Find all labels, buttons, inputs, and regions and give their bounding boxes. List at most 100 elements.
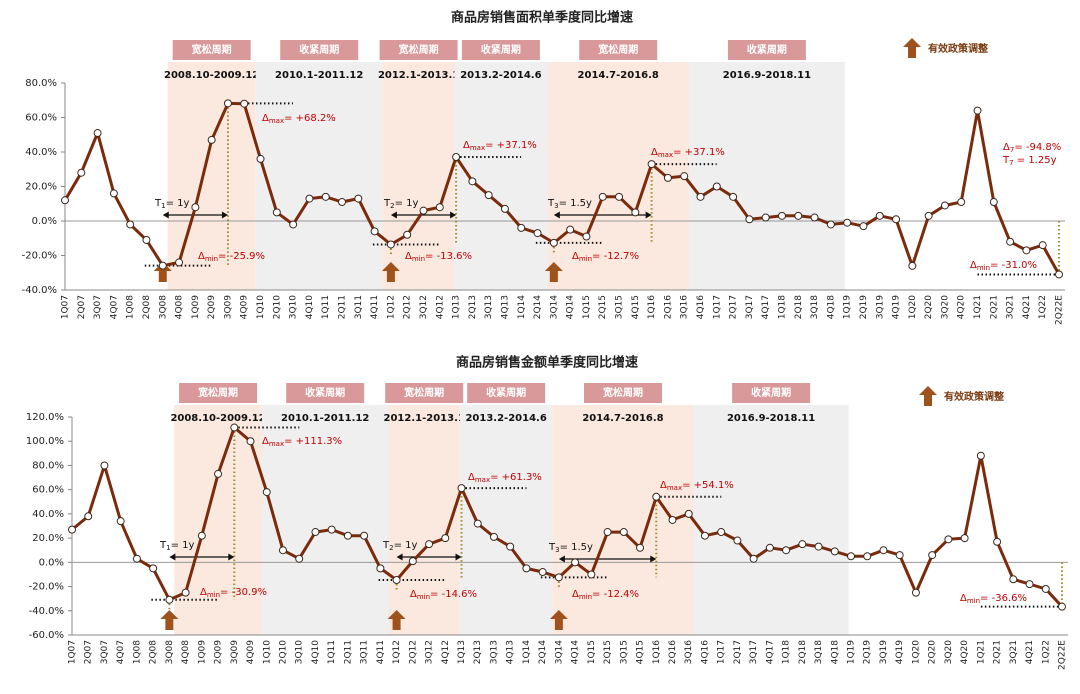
- annotation: Δmax= +37.1%: [651, 147, 725, 159]
- data-point: [944, 535, 953, 544]
- annotation-sub: max: [269, 440, 284, 448]
- x-tick-label: 2Q15: [598, 295, 608, 319]
- data-point: [468, 177, 477, 186]
- data-point: [631, 208, 640, 217]
- annotation-symbol: T: [1002, 155, 1010, 166]
- x-tick-label: 4Q18: [826, 295, 836, 320]
- data-point: [272, 208, 281, 217]
- period-label-box: [583, 383, 662, 403]
- data-point: [452, 153, 461, 162]
- period-band: [689, 62, 845, 290]
- data-point: [441, 534, 450, 543]
- period-label: 收紧周期: [299, 43, 339, 56]
- annotation: Δmin= -12.7%: [572, 251, 639, 263]
- x-tick-label: 2Q15: [603, 640, 613, 664]
- annotation-text: = -12.4%: [592, 589, 639, 600]
- data-point: [181, 588, 190, 597]
- x-tick-label: 1Q18: [777, 295, 787, 320]
- policy-arrow: [919, 386, 937, 406]
- data-point: [278, 546, 287, 555]
- annotation: T3= 1.5y: [547, 198, 592, 210]
- data-point: [663, 173, 672, 182]
- x-tick-label: 1Q17: [712, 295, 722, 319]
- x-tick-label: 2Q13: [468, 295, 478, 319]
- x-tick-label: 3Q14: [554, 640, 564, 665]
- x-tick-label: 3Q09: [223, 295, 233, 320]
- annotation: T1= 1y: [159, 540, 194, 552]
- x-tick-label: 3Q09: [230, 640, 240, 665]
- annotation-text: = +68.2%: [284, 113, 336, 124]
- x-tick-label: 3Q19: [879, 640, 889, 665]
- data-point: [533, 229, 542, 238]
- annotation: T3= 1.5y: [548, 542, 593, 554]
- data-point: [175, 258, 184, 267]
- annotation: Δmin= -36.6%: [960, 593, 1027, 605]
- annotation-sub: max: [269, 117, 284, 125]
- data-point: [668, 515, 677, 524]
- annotation: Δmin= -14.6%: [410, 589, 477, 601]
- x-tick-label: 4Q14: [571, 640, 581, 665]
- x-tick-label: 1Q08: [132, 640, 142, 665]
- data-point: [132, 554, 141, 563]
- data-point: [484, 191, 493, 200]
- data-point: [109, 189, 118, 198]
- data-point: [924, 211, 933, 220]
- data-point: [214, 469, 223, 478]
- annotation-sub: min: [977, 264, 990, 272]
- x-tick-label: 1Q21: [973, 295, 983, 319]
- period-range: 2016.9-2018.11: [727, 413, 815, 424]
- x-tick-label: 1Q09: [197, 640, 207, 665]
- annotation-text: = -12.7%: [592, 251, 639, 262]
- period-label-box: [579, 40, 658, 60]
- x-tick-label: 3Q19: [875, 295, 885, 320]
- data-point: [354, 194, 363, 203]
- data-point: [1022, 246, 1031, 255]
- data-point: [859, 222, 868, 231]
- period-range: 2008.10-2009.12: [164, 70, 259, 81]
- period-label: 宽松周期: [191, 43, 232, 56]
- x-tick-label: 3Q12: [419, 295, 429, 319]
- x-tick-label: 1Q22: [1038, 295, 1048, 319]
- x-tick-label: 2Q12: [403, 295, 413, 319]
- data-point: [262, 488, 271, 497]
- data-point: [879, 546, 888, 555]
- period-range: 2016.9-2018.11: [723, 70, 811, 81]
- annotation-sub: min: [579, 593, 592, 601]
- x-tick-label: 3Q07: [100, 640, 110, 664]
- y-tick-label: -40.0%: [22, 285, 57, 296]
- data-point: [875, 211, 884, 220]
- data-point: [500, 204, 509, 213]
- x-tick-label: 4Q08: [181, 640, 191, 665]
- x-tick-label: 2Q20: [928, 640, 938, 665]
- data-point: [729, 192, 738, 201]
- annotation-sub: 2: [390, 202, 394, 210]
- data-point: [960, 534, 969, 543]
- annotation-sub: min: [412, 255, 425, 263]
- y-tick-label: 40.0%: [25, 147, 57, 158]
- period-label: 宽松周期: [197, 386, 238, 399]
- data-point: [425, 540, 434, 549]
- x-tick-label: 3Q11: [360, 640, 370, 664]
- data-point: [191, 203, 200, 212]
- data-point: [207, 135, 216, 144]
- data-point: [745, 215, 754, 224]
- annotation: Δmax= +111.3%: [262, 436, 342, 448]
- data-point: [68, 525, 76, 534]
- annotation-sub: min: [207, 591, 220, 599]
- annotation-text: = -25.9%: [218, 251, 265, 262]
- annotation-symbol: T: [547, 198, 555, 209]
- x-tick-label: 4Q21: [1022, 295, 1032, 319]
- data-point: [587, 570, 596, 579]
- annotation: Δmax= +37.1%: [463, 140, 537, 152]
- x-tick-label: 3Q21: [1009, 640, 1019, 664]
- annotation: Δmax= +61.3%: [468, 472, 542, 484]
- data-point: [246, 437, 255, 446]
- x-tick-label: 1Q12: [392, 640, 402, 664]
- data-point: [798, 540, 807, 549]
- annotation-sub: 3: [554, 202, 558, 210]
- data-point: [989, 198, 998, 207]
- annotation-sub: max: [475, 476, 490, 484]
- data-point: [582, 232, 591, 241]
- data-point: [489, 532, 498, 541]
